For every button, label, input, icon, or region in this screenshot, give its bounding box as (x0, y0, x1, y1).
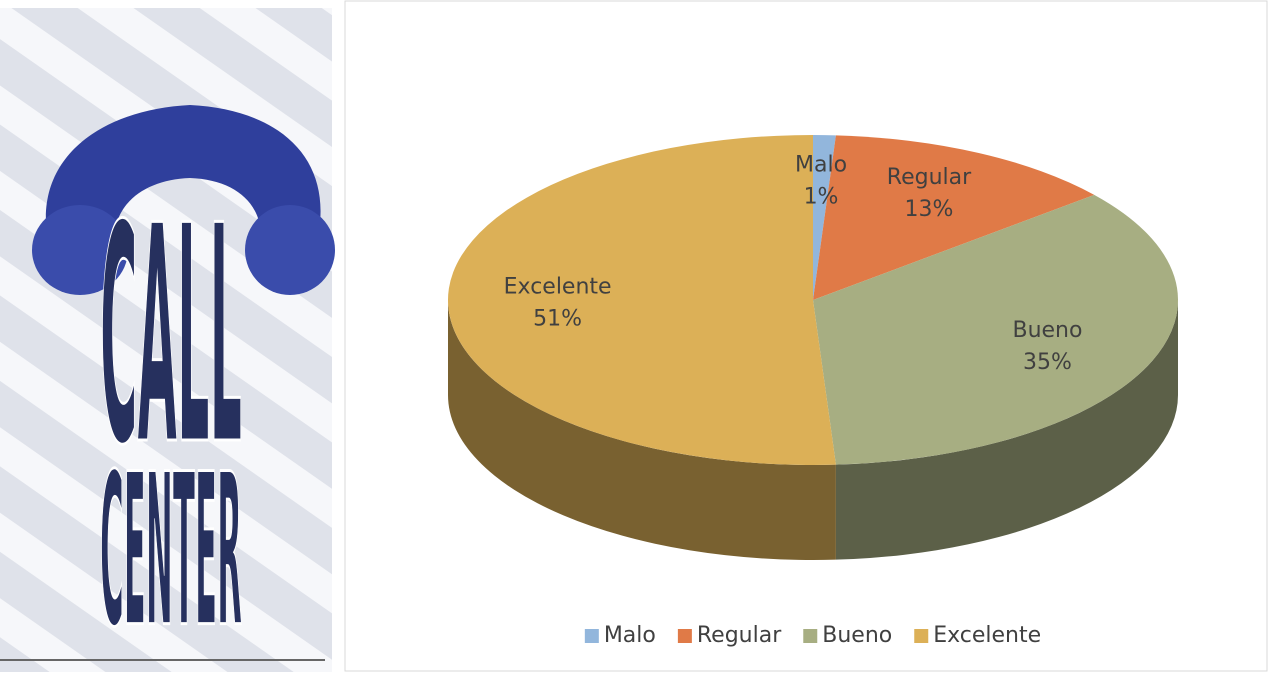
handset-end (245, 205, 335, 295)
legend-label: Regular (697, 623, 782, 648)
legend-swatch (585, 629, 599, 643)
data-label-name: Excelente (504, 275, 612, 300)
slide: CALL CENTER Malo 1% Regular 13% Bueno 35% Exce… (0, 0, 1268, 672)
data-label: 51% (533, 307, 582, 332)
data-label-name: Regular (887, 165, 972, 190)
data-label: 35% (1023, 350, 1072, 375)
call-center-image: CALL CENTER (0, 8, 335, 672)
data-label-name: Bueno (1012, 318, 1082, 343)
data-label: 13% (905, 197, 954, 222)
legend-label: Malo (604, 623, 656, 648)
image-text: CENTER (100, 429, 242, 672)
data-label-name: Malo (795, 152, 847, 177)
legend-swatch (678, 629, 692, 643)
legend-label: Bueno (822, 623, 892, 648)
page: CALL CENTER Malo 1% Regular 13% Bueno 35% Exce… (0, 0, 1268, 672)
legend-swatch (914, 629, 928, 643)
data-label: 1% (804, 184, 839, 209)
legend-swatch (803, 629, 817, 643)
legend-label: Excelente (933, 623, 1041, 648)
